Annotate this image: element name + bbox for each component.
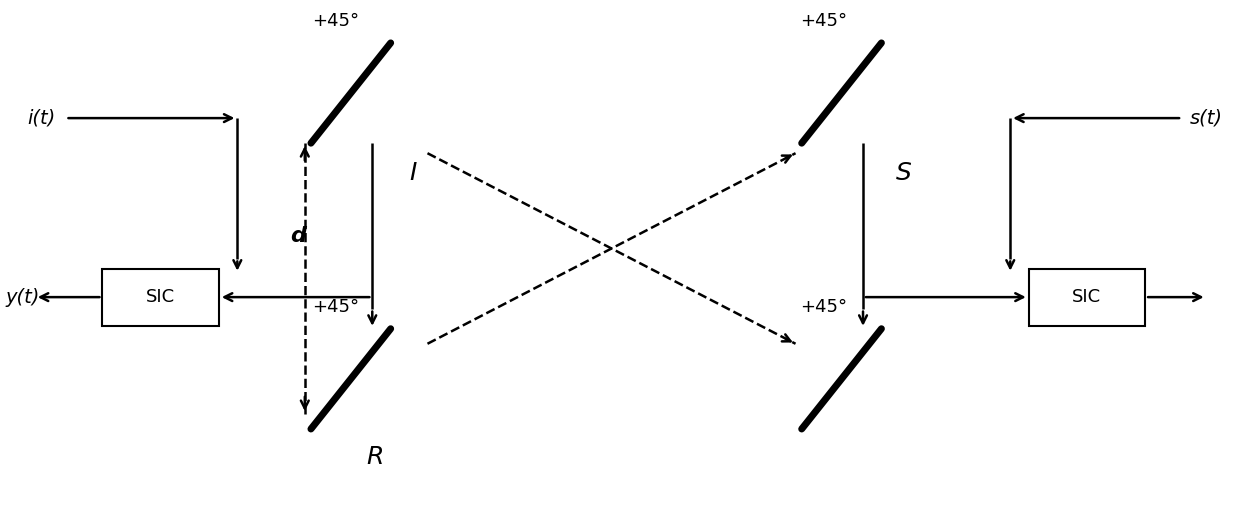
Text: d: d [290, 226, 306, 246]
FancyBboxPatch shape [103, 269, 219, 326]
Text: S: S [897, 161, 913, 185]
FancyBboxPatch shape [1029, 269, 1146, 326]
Text: s(t): s(t) [1190, 108, 1223, 128]
Text: SIC: SIC [146, 288, 175, 306]
Text: i(t): i(t) [27, 108, 55, 128]
Text: R: R [366, 445, 383, 468]
Text: +45°: +45° [800, 12, 847, 30]
Text: +45°: +45° [312, 12, 360, 30]
Text: SIC: SIC [1073, 288, 1101, 306]
Text: +45°: +45° [800, 298, 847, 316]
Text: +45°: +45° [312, 298, 360, 316]
Text: I: I [409, 161, 417, 185]
Text: y(t): y(t) [5, 287, 40, 307]
